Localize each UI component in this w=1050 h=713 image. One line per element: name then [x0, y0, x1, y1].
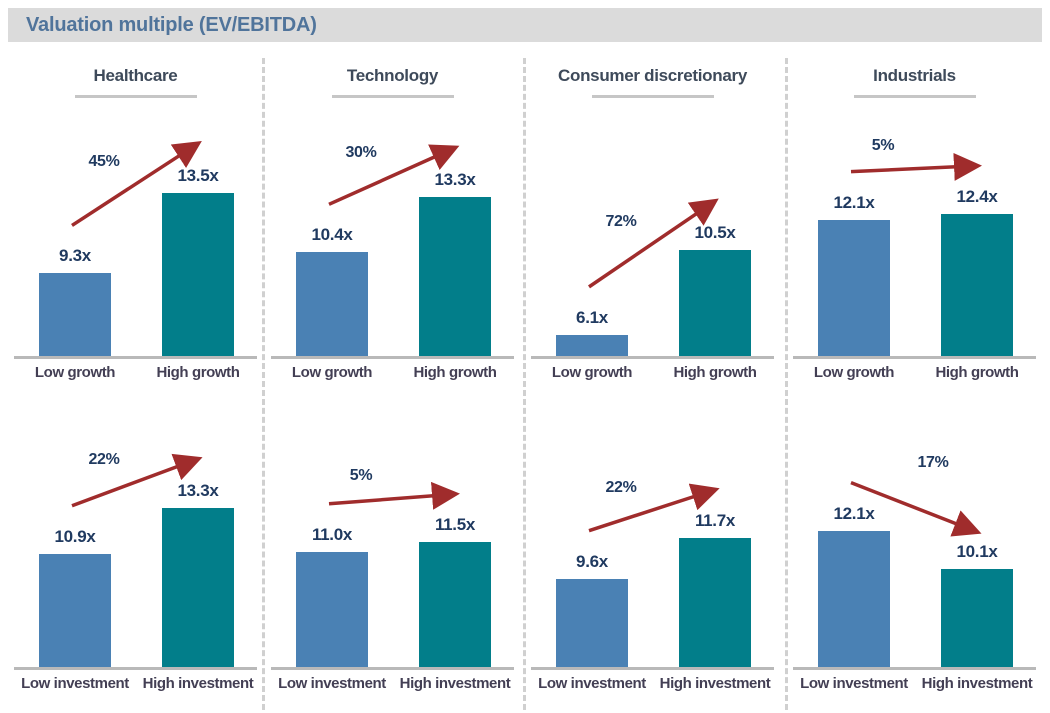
bar-value-label: 6.1x — [576, 307, 608, 327]
bar-low — [818, 530, 890, 667]
bar-low — [39, 273, 111, 356]
category-label: High investment — [921, 675, 1033, 692]
axis-baseline — [793, 356, 1036, 359]
bar-high — [679, 250, 751, 356]
sector-panel: Industrials 12.1x 12.4x 5% Low growth High gr… — [787, 58, 1042, 392]
category-label: High growth — [673, 364, 757, 381]
column-divider — [262, 58, 265, 710]
category-label: Low investment — [538, 675, 646, 692]
category-label: High growth — [413, 364, 497, 381]
sector-title: Healthcare — [93, 66, 178, 85]
category-label: Low investment — [800, 675, 908, 692]
sector-panel: 9.6x 11.7x 22% Low investment High investmen… — [525, 400, 780, 711]
category-label: Low investment — [21, 675, 129, 692]
sector-title: Consumer discretionary — [558, 66, 747, 85]
bar-value-label: 10.1x — [956, 542, 998, 562]
sector-panel: 10.9x 13.3x 22% Low investment High investme… — [8, 400, 263, 711]
sector-panel: Consumer discretionary 6.1x 10.5x 72% Low gr… — [525, 58, 780, 392]
bar-high — [419, 542, 491, 667]
category-label: Low growth — [551, 364, 633, 381]
category-label: High investment — [399, 675, 511, 692]
axis-baseline — [531, 356, 774, 359]
change-label: 30% — [345, 144, 377, 162]
figure-title: Valuation multiple (EV/EBITDA) — [26, 13, 317, 36]
bar-value-label: 11.7x — [694, 511, 736, 531]
category-label: Low growth — [813, 364, 895, 381]
category-label: Low investment — [278, 675, 386, 692]
column-divider — [523, 58, 526, 710]
sector-title: Technology — [346, 66, 439, 85]
sector-underline — [853, 95, 976, 98]
change-label: 22% — [88, 450, 120, 468]
bar-high — [941, 569, 1013, 667]
bar-low — [39, 553, 111, 667]
sector-panel: Technology 10.4x 13.3x 30% Low growth High gr… — [265, 58, 520, 392]
bar-value-label: 12.1x — [833, 503, 875, 523]
bar-high — [419, 196, 491, 356]
bar-high — [941, 213, 1013, 356]
bar-value-label: 12.1x — [833, 192, 875, 212]
axis-baseline — [271, 667, 514, 670]
axis-baseline — [14, 356, 257, 359]
bar-high — [162, 507, 234, 667]
sector-panel: 11.0x 11.5x 5% Low investment High investmen… — [265, 400, 520, 711]
bar-value-label: 12.4x — [956, 186, 998, 206]
axis-baseline — [14, 667, 257, 670]
category-label: Low growth — [34, 364, 116, 381]
bar-low — [556, 578, 628, 667]
bar-value-label: 11.0x — [311, 524, 353, 544]
change-label: 17% — [917, 453, 949, 471]
bar-value-label: 11.5x — [434, 515, 476, 535]
bar-value-label: 10.4x — [311, 225, 353, 245]
bar-value-label: 13.3x — [434, 169, 476, 189]
sector-panel: 12.1x 10.1x 17% Low investment High investme… — [787, 400, 1042, 711]
bar-value-label: 10.9x — [54, 526, 96, 546]
bar-high — [679, 538, 751, 667]
column-divider — [785, 58, 788, 710]
axis-baseline — [271, 356, 514, 359]
sector-underline — [74, 95, 197, 98]
change-label: 22% — [605, 478, 637, 496]
category-label: Low growth — [291, 364, 373, 381]
category-label: High growth — [935, 364, 1019, 381]
sector-underline — [591, 95, 714, 98]
bar-value-label: 10.5x — [694, 223, 736, 243]
bar-value-label: 13.3x — [177, 480, 219, 500]
bar-value-label: 9.6x — [576, 551, 608, 571]
change-label: 45% — [88, 153, 120, 171]
sector-title: Industrials — [873, 66, 956, 85]
bar-value-label: 13.5x — [177, 165, 219, 185]
figure-title-bar: Valuation multiple (EV/EBITDA) — [8, 8, 1042, 42]
category-label: High growth — [156, 364, 240, 381]
category-label: High investment — [659, 675, 771, 692]
change-label: 72% — [605, 212, 637, 230]
bar-high — [162, 192, 234, 356]
sector-underline — [331, 95, 454, 98]
change-label: 5% — [349, 467, 373, 484]
axis-baseline — [793, 667, 1036, 670]
bar-low — [296, 551, 368, 667]
axis-baseline — [531, 667, 774, 670]
bar-low — [818, 219, 890, 356]
category-label: High investment — [142, 675, 254, 692]
bar-low — [296, 252, 368, 356]
bar-value-label: 9.3x — [59, 246, 91, 266]
bar-low — [556, 334, 628, 356]
sector-panel: Healthcare 9.3x 13.5x 45% Low growth High gro… — [8, 58, 263, 392]
change-label: 5% — [871, 136, 895, 154]
